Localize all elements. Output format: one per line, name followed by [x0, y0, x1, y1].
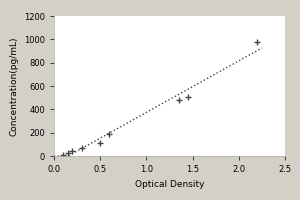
X-axis label: Optical Density: Optical Density	[135, 180, 204, 189]
Y-axis label: Concentration(pg/mL): Concentration(pg/mL)	[9, 36, 18, 136]
